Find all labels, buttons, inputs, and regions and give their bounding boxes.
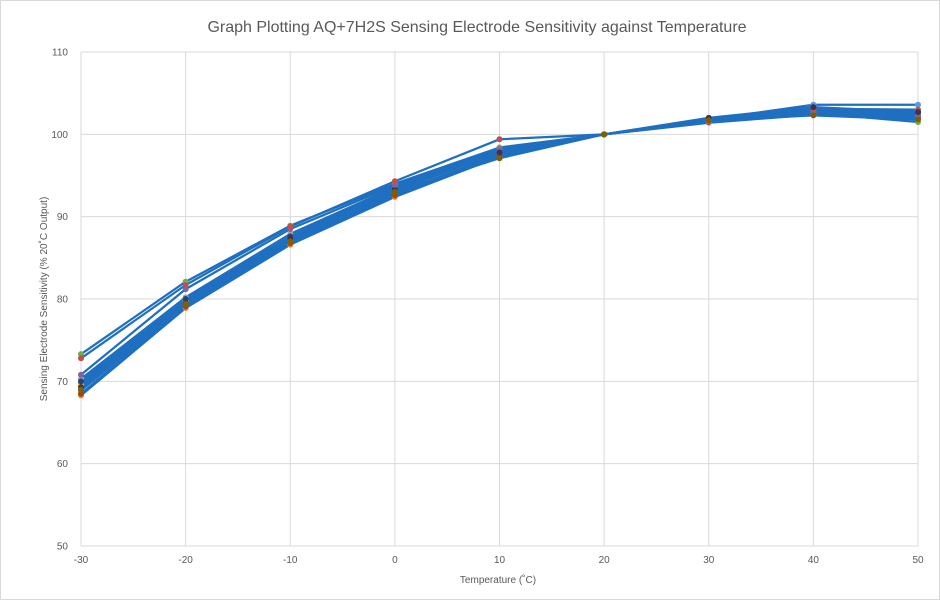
- x-tick-label: 20: [599, 555, 611, 566]
- data-point: [78, 390, 84, 397]
- x-tick-label: 30: [703, 555, 715, 566]
- data-point: [705, 117, 712, 124]
- x-tick-label: -30: [74, 555, 89, 566]
- y-tick-label: 100: [51, 130, 68, 141]
- data-point: [915, 101, 921, 108]
- y-tick-label: 110: [52, 48, 68, 59]
- data-point: [78, 355, 84, 362]
- y-tick-label: 60: [57, 459, 69, 470]
- data-point: [810, 112, 817, 119]
- data-point: [287, 238, 294, 245]
- data-point: [915, 116, 921, 123]
- x-tick-label: -10: [283, 555, 298, 566]
- data-point: [287, 223, 294, 230]
- x-tick-label: -20: [178, 555, 193, 566]
- data-point: [78, 386, 84, 393]
- chart-title: Graph Plotting AQ+7H2S Sensing Electrode…: [207, 19, 746, 36]
- data-point: [496, 149, 503, 156]
- y-tick-label: 50: [57, 542, 69, 553]
- data-point: [915, 109, 921, 116]
- y-axis-tick-labels: 50 60 70 80 90 100 110: [51, 48, 68, 553]
- x-tick-label: 0: [392, 555, 398, 566]
- series-markers: [78, 101, 921, 399]
- data-point: [182, 300, 189, 307]
- data-point: [182, 286, 189, 293]
- data-point: [810, 104, 817, 111]
- x-tick-label: 10: [494, 555, 506, 566]
- x-axis-tick-labels: -30 -20 -10 0 10 20 30 40 50: [74, 555, 924, 566]
- y-tick-label: 90: [57, 212, 69, 223]
- data-point: [496, 136, 503, 143]
- data-point: [391, 178, 398, 185]
- data-point: [182, 296, 189, 302]
- x-tick-label: 40: [808, 555, 820, 566]
- data-point: [601, 131, 608, 138]
- data-point: [182, 282, 189, 289]
- data-point: [78, 378, 84, 385]
- x-axis-title: Temperature (˚C): [460, 574, 536, 586]
- data-point: [78, 351, 84, 358]
- data-point: [391, 182, 398, 189]
- y-axis-title: Sensing Electrode Sensitivity (% 20˚C Ou…: [38, 197, 50, 402]
- y-tick-label: 80: [57, 295, 69, 306]
- data-point: [78, 371, 84, 378]
- data-point: [391, 188, 398, 195]
- data-point: [496, 155, 503, 162]
- gridlines: [80, 51, 919, 547]
- x-tick-label: 50: [912, 555, 924, 566]
- y-tick-label: 70: [57, 377, 69, 388]
